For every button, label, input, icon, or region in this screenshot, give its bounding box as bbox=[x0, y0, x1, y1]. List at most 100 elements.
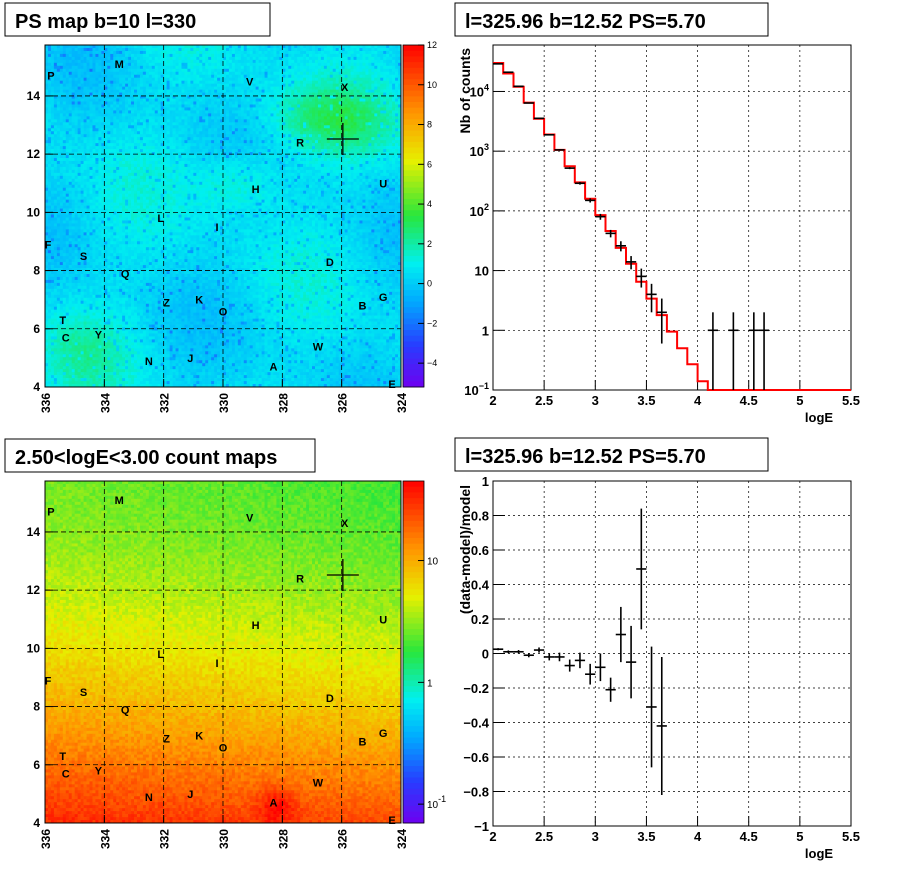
heatmap-cell bbox=[231, 95, 236, 99]
heatmap-cell bbox=[368, 89, 372, 93]
heatmap-cell bbox=[217, 113, 221, 117]
heatmap-cell bbox=[205, 107, 209, 111]
heatmap-cell bbox=[392, 137, 396, 141]
heatmap-cell bbox=[136, 116, 141, 120]
heatmap-cell bbox=[255, 152, 259, 156]
heatmap-cell bbox=[205, 47, 209, 52]
heatmap-cell bbox=[347, 74, 351, 79]
heatmap-cell bbox=[359, 62, 363, 67]
heatmap-cell bbox=[50, 71, 55, 76]
heatmap-cell bbox=[246, 95, 251, 99]
heatmap-cell bbox=[142, 125, 147, 129]
heatmap-cell bbox=[231, 98, 236, 102]
heatmap-cell bbox=[151, 92, 156, 96]
heatmap-cell bbox=[231, 163, 236, 168]
heatmap-cell bbox=[89, 50, 93, 55]
heatmap-cell bbox=[320, 53, 325, 58]
heatmap-cell bbox=[119, 149, 123, 153]
heatmap-cell bbox=[154, 56, 159, 61]
heatmap-cell bbox=[344, 65, 348, 70]
heatmap-cell bbox=[47, 101, 52, 105]
heatmap-cell bbox=[89, 128, 93, 132]
heatmap-cell bbox=[166, 155, 170, 159]
heatmap-cell bbox=[344, 98, 348, 102]
heatmap-cell bbox=[306, 116, 310, 120]
heatmap-cell bbox=[246, 163, 251, 168]
heatmap-cell bbox=[312, 149, 316, 153]
heatmap-cell bbox=[267, 158, 271, 162]
heatmap-cell bbox=[279, 68, 283, 73]
heatmap-cell bbox=[151, 86, 156, 90]
heatmap-cell bbox=[323, 83, 328, 87]
heatmap-cell bbox=[122, 101, 126, 105]
heatmap-cell bbox=[252, 98, 256, 102]
heatmap-cell bbox=[276, 92, 280, 96]
heatmap-cell bbox=[338, 122, 343, 126]
heatmap-cell bbox=[119, 83, 123, 87]
heatmap-cell bbox=[125, 122, 129, 126]
heatmap-cell bbox=[145, 59, 150, 64]
heatmap-cell bbox=[122, 163, 126, 168]
heatmap-cell bbox=[228, 98, 233, 102]
heatmap-cell bbox=[335, 104, 340, 108]
heatmap-cell bbox=[169, 74, 173, 79]
heatmap-cell bbox=[107, 92, 111, 96]
heatmap-cell bbox=[53, 56, 58, 61]
heatmap-cell bbox=[389, 155, 393, 159]
heatmap-cell bbox=[53, 77, 58, 82]
heatmap-cell bbox=[249, 149, 254, 153]
heatmap-cell bbox=[285, 149, 289, 153]
heatmap-cell bbox=[279, 119, 283, 123]
heatmap-cell bbox=[279, 95, 283, 99]
heatmap-cell bbox=[273, 137, 277, 141]
heatmap-cell bbox=[53, 158, 58, 162]
heatmap-cell bbox=[309, 119, 313, 123]
heatmap-cell bbox=[386, 74, 390, 79]
heatmap-cell bbox=[110, 80, 114, 85]
heatmap-cell bbox=[74, 80, 78, 85]
heatmap-cell bbox=[320, 74, 325, 79]
heatmap-cell bbox=[45, 101, 49, 105]
heatmap-cell bbox=[347, 68, 351, 73]
heatmap-cell bbox=[160, 152, 165, 156]
heatmap-cell bbox=[47, 140, 52, 144]
heatmap-cell bbox=[160, 62, 165, 67]
heatmap-cell bbox=[119, 113, 123, 117]
heatmap-cell bbox=[95, 74, 99, 79]
heatmap-cell bbox=[184, 110, 188, 114]
heatmap-cell bbox=[113, 47, 117, 52]
heatmap-cell bbox=[199, 143, 203, 147]
heatmap-cell bbox=[77, 56, 81, 61]
heatmap-cell bbox=[353, 74, 357, 79]
heatmap-cell bbox=[398, 47, 402, 52]
heatmap-cell bbox=[142, 152, 147, 156]
heatmap-cell bbox=[77, 71, 81, 76]
heatmap-cell bbox=[45, 68, 49, 73]
heatmap-cell bbox=[240, 116, 245, 120]
heatmap-cell bbox=[273, 160, 277, 165]
heatmap-cell bbox=[303, 107, 307, 111]
heatmap-cell bbox=[65, 143, 70, 147]
heatmap-cell bbox=[68, 53, 73, 58]
heatmap-cell bbox=[294, 116, 298, 120]
heatmap-cell bbox=[329, 149, 334, 153]
heatmap-cell bbox=[68, 77, 73, 82]
heatmap-cell bbox=[172, 140, 176, 144]
heatmap-cell bbox=[104, 45, 108, 49]
heatmap-cell bbox=[303, 122, 307, 126]
heatmap-cell bbox=[154, 92, 159, 96]
heatmap-cell bbox=[139, 149, 144, 153]
heatmap-cell bbox=[50, 74, 55, 79]
heatmap-cell bbox=[187, 166, 191, 171]
heatmap-cell bbox=[276, 98, 280, 102]
heatmap-cell bbox=[240, 107, 245, 111]
heatmap-cell bbox=[371, 113, 375, 117]
heatmap-cell bbox=[47, 47, 52, 52]
heatmap-cell bbox=[273, 149, 277, 153]
heatmap-cell bbox=[190, 83, 194, 87]
heatmap-cell bbox=[303, 143, 307, 147]
heatmap-cell bbox=[240, 77, 245, 82]
heatmap-cell bbox=[202, 68, 206, 73]
heatmap-cell bbox=[119, 128, 123, 132]
heatmap-cell bbox=[214, 86, 218, 90]
